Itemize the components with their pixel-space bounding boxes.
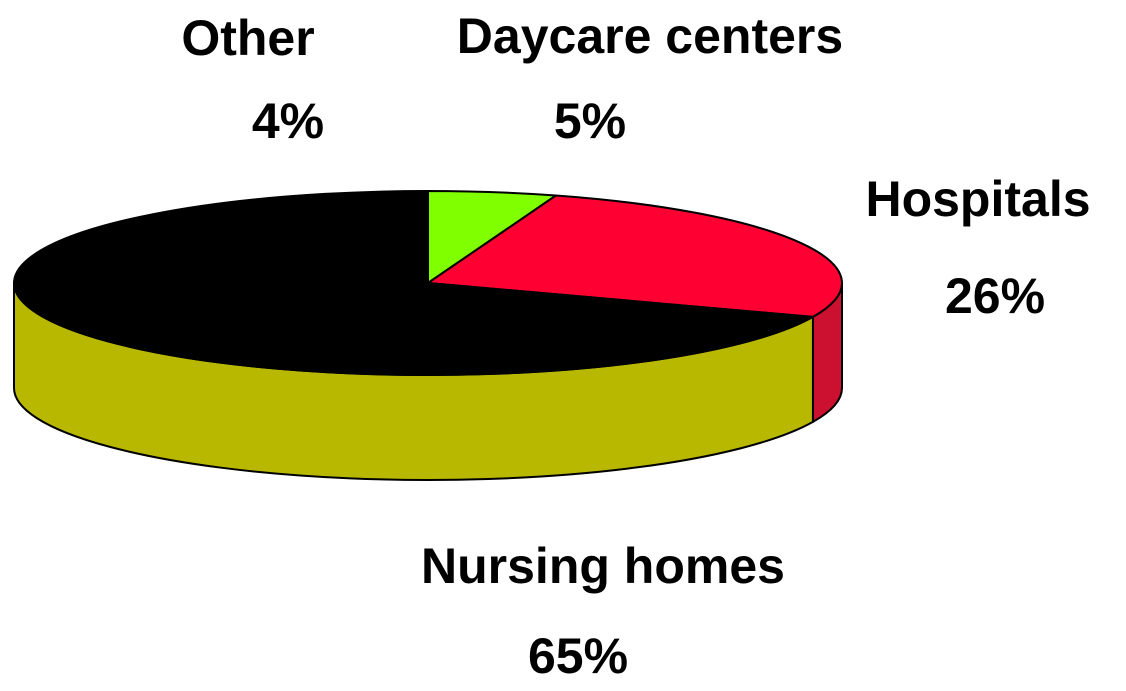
slice-label: Other: [181, 10, 314, 66]
slice-label: Nursing homes: [421, 538, 785, 594]
slice-label: Daycare centers: [457, 8, 843, 64]
slice-value-label: 5%: [554, 93, 626, 149]
slice-label: Hospitals: [865, 171, 1090, 227]
pie-slice: [13, 192, 814, 376]
slice-value-label: 4%: [252, 93, 324, 149]
slice-value-label: 26%: [945, 268, 1045, 324]
slice-value-label: 65%: [528, 628, 628, 684]
pie-slice: [324, 190, 429, 284]
pie-slice: [427, 194, 843, 318]
